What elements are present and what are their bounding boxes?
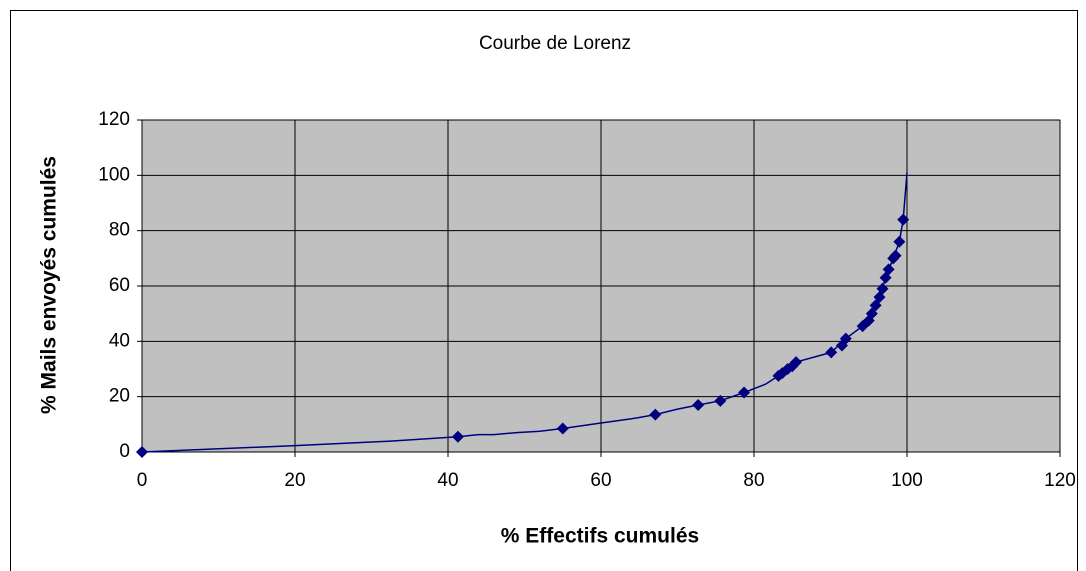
y-tick-label: 20: [109, 386, 130, 407]
y-tick-label: 120: [98, 109, 130, 130]
data-point: [790, 356, 803, 369]
data-point: [893, 235, 906, 248]
data-point: [876, 282, 889, 295]
x-axis-label: % Effectifs cumulés: [501, 525, 699, 548]
x-tick-label: 40: [437, 470, 458, 491]
x-tick-label: 120: [1044, 470, 1076, 491]
data-point: [451, 430, 464, 443]
data-point: [869, 299, 882, 312]
data-point: [714, 394, 727, 407]
data-point: [897, 213, 910, 226]
x-tick-label: 0: [137, 470, 148, 491]
data-point: [692, 398, 705, 411]
y-tick-label: 0: [119, 441, 130, 462]
chart-title: Courbe de Lorenz: [479, 33, 631, 54]
data-point: [839, 332, 852, 345]
y-tick-label: 60: [109, 275, 130, 296]
x-tick-label: 20: [284, 470, 305, 491]
data-point: [136, 446, 148, 458]
y-tick-label: 80: [109, 220, 130, 241]
y-tick-label: 40: [109, 330, 130, 351]
data-point: [825, 346, 838, 359]
y-axis-label: % Mails envoyés cumulés: [38, 156, 61, 414]
data-point: [738, 386, 751, 399]
data-point: [882, 263, 895, 276]
data-point: [889, 249, 902, 262]
data-point: [865, 307, 878, 320]
data-point: [649, 408, 662, 421]
data-point: [556, 422, 569, 435]
x-tick-label: 100: [891, 470, 923, 491]
y-tick-label: 100: [98, 164, 130, 185]
x-tick-label: 80: [743, 470, 764, 491]
x-tick-label: 60: [590, 470, 611, 491]
